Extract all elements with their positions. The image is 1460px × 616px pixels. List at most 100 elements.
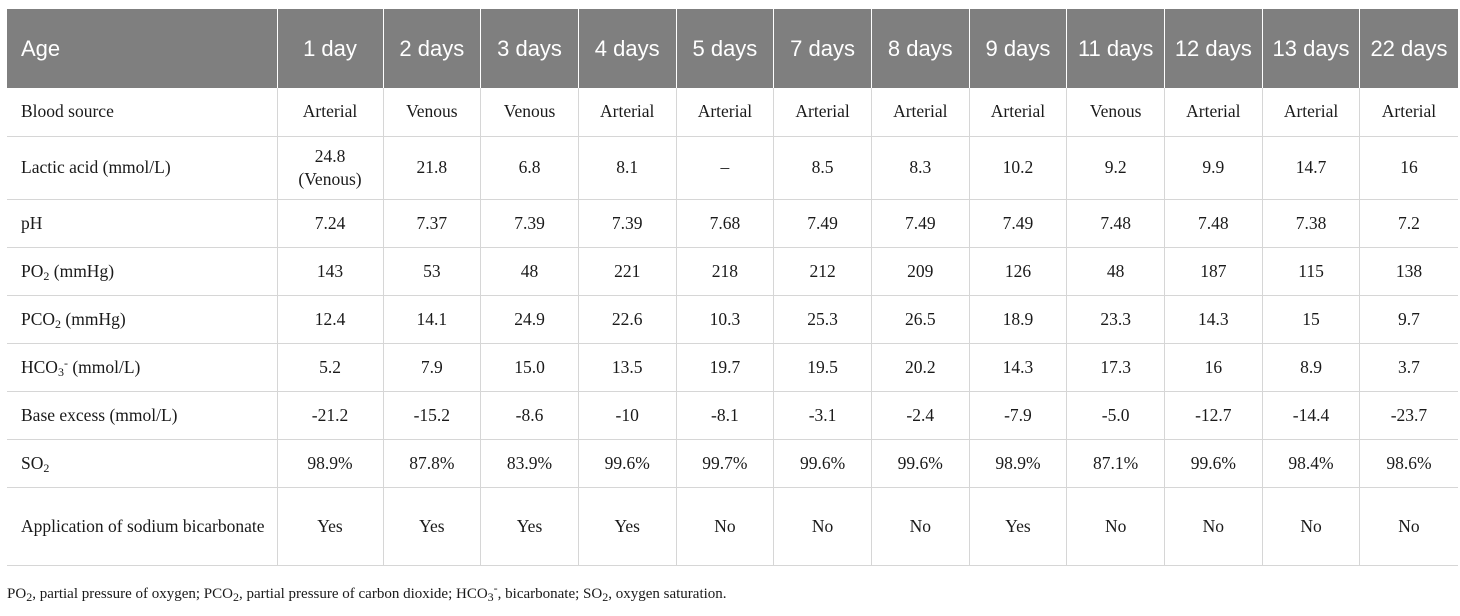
table-cell: 87.1% [1066, 439, 1165, 488]
table-cell: 7.39 [578, 199, 677, 248]
table-cell: 8.9 [1262, 343, 1361, 392]
table-cell: 7.37 [383, 199, 482, 248]
table-row: PO2 (mmHg) 143 53 48 221 218 212 209 126 48 187 115… [7, 247, 1458, 296]
table-row: PCO2 (mmHg) 12.4 14.1 24.9 22.6 10.3 25.3 26.5 1… [7, 295, 1458, 344]
table-cell: -3.1 [773, 391, 872, 440]
table-cell: 99.7% [676, 439, 775, 488]
row-label: HCO3- (mmol/L) [7, 343, 278, 392]
table-cell: 15.0 [480, 343, 579, 392]
table-cell: 5.2 [277, 343, 384, 392]
table-cell: Arterial [676, 88, 775, 137]
table-cell: 17.3 [1066, 343, 1165, 392]
table-cell: Arterial [1164, 88, 1263, 137]
row-label: Blood source [7, 88, 278, 137]
table-cell: Yes [969, 487, 1068, 566]
header-day: 12 days [1164, 9, 1263, 88]
table-cell: 15 [1262, 295, 1361, 344]
table-cell: No [773, 487, 872, 566]
table-cell: 24.9 [480, 295, 579, 344]
table-cell: 7.48 [1164, 199, 1263, 248]
table-header-row: Age 1 day 2 days 3 days 4 days 5 days 7 days 8 … [7, 9, 1458, 88]
row-label: PO2 (mmHg) [7, 247, 278, 296]
table-cell: -8.1 [676, 391, 775, 440]
table-cell: 7.2 [1359, 199, 1458, 248]
table-row: pH 7.24 7.37 7.39 7.39 7.68 7.49 7.49 7.49 7.48 7.… [7, 199, 1458, 248]
table-cell: 7.9 [383, 343, 482, 392]
table-cell: -2.4 [871, 391, 970, 440]
table-row: Application of sodium bicarbonate Yes Yes Y… [7, 487, 1458, 566]
table-cell: 7.39 [480, 199, 579, 248]
table-cell: 16 [1359, 136, 1458, 200]
table-cell: 98.9% [969, 439, 1068, 488]
table-cell: 126 [969, 247, 1068, 296]
table-cell: 9.7 [1359, 295, 1458, 344]
table-cell: 99.6% [578, 439, 677, 488]
table-cell: -15.2 [383, 391, 482, 440]
table-cell: 7.48 [1066, 199, 1165, 248]
table-cell: No [1359, 487, 1458, 566]
table-cell: 221 [578, 247, 677, 296]
table-cell: 8.1 [578, 136, 677, 200]
table-cell: 14.7 [1262, 136, 1361, 200]
table-cell: 138 [1359, 247, 1458, 296]
table-cell: 218 [676, 247, 775, 296]
table-cell: Arterial [277, 88, 384, 137]
table-row: HCO3- (mmol/L) 5.2 7.9 15.0 13.5 19.7 19.5 20.2… [7, 343, 1458, 392]
table-cell: Arterial [773, 88, 872, 137]
header-day: 2 days [383, 9, 482, 88]
header-day: 5 days [676, 9, 775, 88]
table-cell: 25.3 [773, 295, 872, 344]
table-cell: 115 [1262, 247, 1361, 296]
table-cell: 10.3 [676, 295, 775, 344]
table-cell: 48 [1066, 247, 1165, 296]
table-row: Lactic acid (mmol/L) 24.8 (Venous) 21.8 6.8… [7, 136, 1458, 200]
table-cell: Arterial [1359, 88, 1458, 137]
header-day: 8 days [871, 9, 970, 88]
table-cell: 19.7 [676, 343, 775, 392]
table-cell: 24.8 (Venous) [277, 136, 384, 200]
data-table-container: Age 1 day 2 days 3 days 4 days 5 days 7 days 8 … [7, 9, 1458, 566]
table-cell: 7.24 [277, 199, 384, 248]
table-cell: Yes [578, 487, 677, 566]
table-cell: 212 [773, 247, 872, 296]
table-cell: 98.6% [1359, 439, 1458, 488]
table-cell: Venous [1066, 88, 1165, 137]
table-cell: 48 [480, 247, 579, 296]
table-cell: 26.5 [871, 295, 970, 344]
table-cell: 99.6% [871, 439, 970, 488]
table-cell: -8.6 [480, 391, 579, 440]
table-cell: Yes [480, 487, 579, 566]
row-label: Application of sodium bicarbonate [7, 487, 278, 566]
table-cell: -12.7 [1164, 391, 1263, 440]
table-cell: 209 [871, 247, 970, 296]
table-cell: -14.4 [1262, 391, 1361, 440]
table-cell: 18.9 [969, 295, 1068, 344]
row-label: pH [7, 199, 278, 248]
table-cell: Arterial [969, 88, 1068, 137]
header-age: Age [7, 9, 278, 88]
table-cell: 83.9% [480, 439, 579, 488]
table-cell: 13.5 [578, 343, 677, 392]
table-cell: 7.49 [773, 199, 872, 248]
table-cell: No [1066, 487, 1165, 566]
table-cell: 187 [1164, 247, 1263, 296]
table-cell: Venous [480, 88, 579, 137]
header-day: 7 days [773, 9, 872, 88]
table-row: SO2 98.9% 87.8% 83.9% 99.6% 99.7% 99.6% 99.6% 98… [7, 439, 1458, 488]
table-cell: – [676, 136, 775, 200]
table-cell: 143 [277, 247, 384, 296]
row-label: Base excess (mmol/L) [7, 391, 278, 440]
table-cell: No [871, 487, 970, 566]
table-cell: Venous [383, 88, 482, 137]
table-cell: No [1164, 487, 1263, 566]
table-cell: 16 [1164, 343, 1263, 392]
table-cell: 19.5 [773, 343, 872, 392]
table-cell: 6.8 [480, 136, 579, 200]
table-cell: 7.49 [969, 199, 1068, 248]
table-cell: Arterial [578, 88, 677, 137]
row-label: SO2 [7, 439, 278, 488]
table-cell: 99.6% [1164, 439, 1263, 488]
table-cell: 14.3 [1164, 295, 1263, 344]
table-cell: -10 [578, 391, 677, 440]
table-cell: Arterial [871, 88, 970, 137]
